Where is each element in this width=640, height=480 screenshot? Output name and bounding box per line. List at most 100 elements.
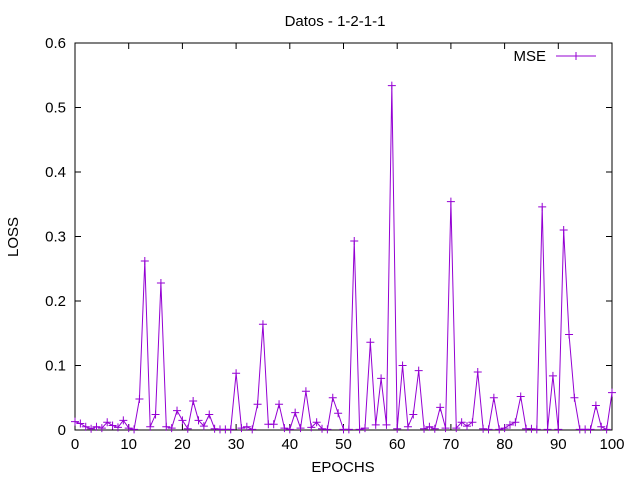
- data-point: [366, 338, 375, 347]
- data-point: [275, 400, 284, 409]
- data-point: [360, 424, 369, 433]
- data-point: [328, 393, 337, 402]
- data-point: [269, 420, 278, 429]
- x-tick-label: 60: [389, 436, 406, 453]
- data-point: [135, 395, 144, 404]
- data-point: [199, 422, 208, 431]
- legend-plus-marker: [572, 52, 580, 60]
- x-tick-label: 0: [71, 436, 79, 453]
- data-point: [237, 424, 246, 433]
- data-point: [597, 422, 606, 431]
- data-point: [463, 422, 472, 431]
- plot-frame: [74, 42, 613, 431]
- data-point: [441, 424, 450, 433]
- data-point: [173, 406, 182, 415]
- data-point: [280, 424, 289, 433]
- data-point: [232, 369, 241, 378]
- data-point: [151, 410, 160, 419]
- data-point: [430, 424, 439, 433]
- y-tick-label: 0.4: [45, 164, 66, 181]
- data-point: [296, 424, 305, 433]
- data-point: [285, 425, 294, 434]
- data-point: [318, 424, 327, 433]
- data-point: [334, 409, 343, 418]
- data-point: [76, 419, 85, 428]
- data-point: [602, 425, 611, 434]
- data-point: [398, 361, 407, 370]
- x-tick-label: 20: [174, 436, 191, 453]
- chart-title: Datos - 1-2-1-1: [285, 13, 386, 30]
- x-tick-label: 10: [120, 436, 137, 453]
- data-point: [355, 425, 364, 434]
- y-tick-label: 0.6: [45, 35, 66, 52]
- data-point: [205, 410, 214, 419]
- data-point: [344, 425, 353, 434]
- legend-marker-mse: [572, 52, 580, 60]
- tick-labels: 0 10 20 30 40 50 60 70 80 90 100 0 0.1 0.2 0.3 0.4 0.5 0.…: [45, 35, 624, 453]
- series-markers: [71, 81, 616, 434]
- data-point: [548, 371, 557, 380]
- data-point: [140, 257, 149, 266]
- x-tick-label: 50: [335, 436, 352, 453]
- data-point: [468, 418, 477, 427]
- data-point: [452, 424, 461, 433]
- x-axis-label: EPOCHS: [311, 459, 374, 476]
- x-tick-label: 30: [228, 436, 245, 453]
- data-point: [226, 425, 235, 434]
- data-point: [146, 422, 155, 431]
- data-point: [119, 416, 128, 425]
- data-point: [194, 416, 203, 425]
- data-point: [554, 425, 563, 434]
- data-point: [559, 226, 568, 235]
- data-point: [350, 237, 359, 246]
- data-point: [516, 392, 525, 401]
- y-axis-label: LOSS: [5, 217, 22, 257]
- data-point: [189, 396, 198, 405]
- y-tick-label: 0.3: [45, 229, 66, 246]
- data-point: [97, 424, 106, 433]
- series-line-mse: [74, 85, 613, 431]
- data-point: [538, 202, 547, 211]
- data-point: [387, 81, 396, 90]
- data-point: [156, 278, 165, 287]
- data-point: [420, 424, 429, 433]
- y-tick-label: 0.1: [45, 358, 66, 375]
- data-point: [248, 425, 257, 434]
- data-point: [425, 422, 434, 431]
- data-point: [167, 424, 176, 433]
- x-tick-label: 70: [443, 436, 460, 453]
- data-point: [479, 424, 488, 433]
- y-tick-label: 0: [58, 422, 66, 439]
- data-point: [591, 401, 600, 410]
- data-point: [183, 424, 192, 433]
- data-point: [489, 393, 498, 402]
- data-point: [130, 425, 139, 434]
- x-tick-label: 80: [496, 436, 513, 453]
- data-point: [81, 422, 90, 431]
- data-point: [162, 422, 171, 431]
- data-point: [527, 424, 536, 433]
- x-tick-label: 40: [281, 436, 298, 453]
- data-point: [532, 425, 541, 434]
- data-point: [253, 400, 262, 409]
- data-point: [113, 423, 122, 432]
- data-point: [446, 197, 455, 206]
- data-point: [608, 388, 616, 397]
- data-point: [570, 393, 579, 402]
- data-point: [87, 424, 96, 433]
- legend: MSE: [513, 48, 596, 65]
- data-point: [301, 387, 310, 396]
- data-point: [108, 421, 117, 430]
- data-point: [543, 425, 552, 434]
- data-point: [178, 416, 187, 425]
- data-point: [495, 425, 504, 434]
- legend-label-mse: MSE: [513, 48, 546, 65]
- data-point: [124, 424, 133, 433]
- data-point: [565, 330, 574, 339]
- data-point: [92, 422, 101, 431]
- x-tick-label: 100: [599, 436, 624, 453]
- data-point: [258, 320, 267, 329]
- data-point: [409, 410, 418, 419]
- series-layer: [71, 81, 616, 434]
